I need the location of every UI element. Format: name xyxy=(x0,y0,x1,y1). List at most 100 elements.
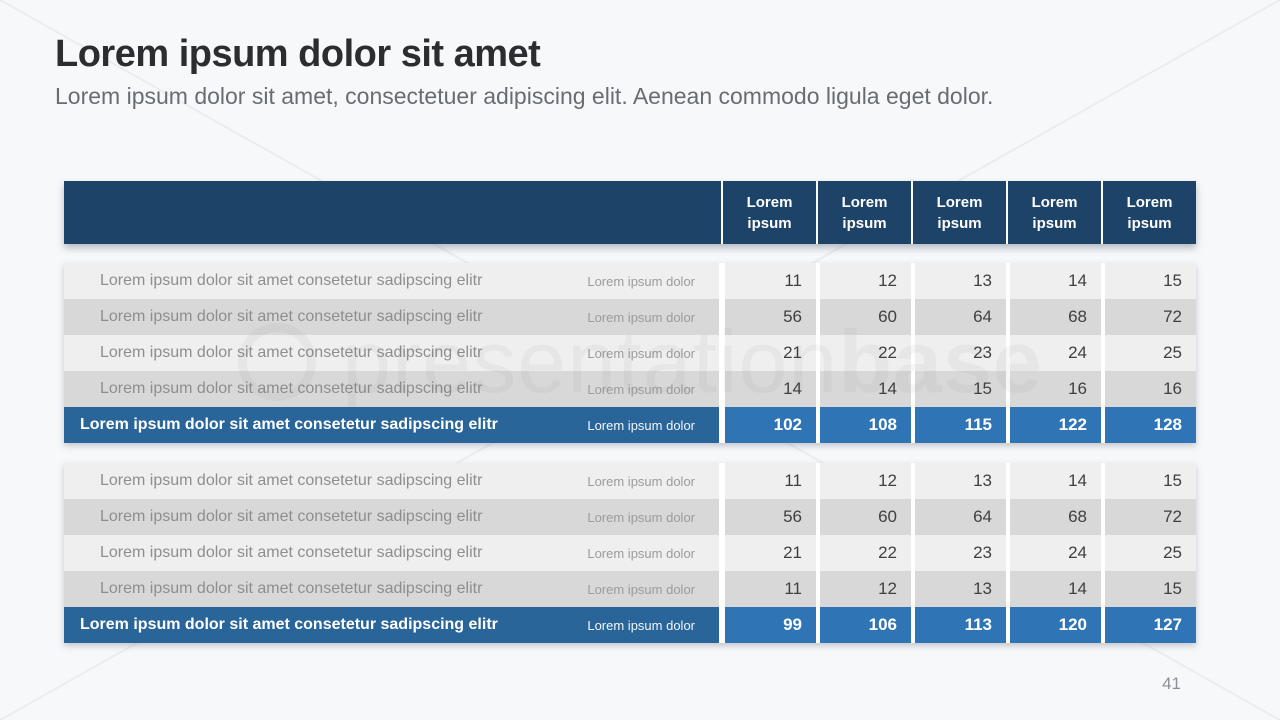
value-cell: 21 xyxy=(725,335,816,371)
value-cell: 23 xyxy=(915,335,1006,371)
value-cell: 106 xyxy=(820,607,911,643)
row-label-section: Lorem ipsum dolor sit amet consetetur sa… xyxy=(64,463,719,499)
row-label: Lorem ipsum dolor sit amet consetetur sa… xyxy=(100,580,483,597)
value-cell: 115 xyxy=(915,407,1006,443)
table-header-spacer xyxy=(64,181,721,244)
row-sublabel: Lorem ipsum dolor xyxy=(587,617,695,633)
row-label: Lorem ipsum dolor sit amet consetetur sa… xyxy=(100,272,483,289)
row-label: Lorem ipsum dolor sit amet consetetur sa… xyxy=(100,308,483,325)
header-cell: Lorem ipsum xyxy=(911,181,1006,244)
row-sublabel: Lorem ipsum dolor xyxy=(587,273,695,289)
value-cell: 14 xyxy=(1010,263,1101,299)
value-cell: 128 xyxy=(1105,407,1196,443)
value-cell: 99 xyxy=(725,607,816,643)
value-cell: 16 xyxy=(1105,371,1196,407)
data-table: Lorem ipsum Lorem ipsum Lorem ipsum Lorem i… xyxy=(64,181,1196,643)
value-cell: 13 xyxy=(915,463,1006,499)
value-cell: 72 xyxy=(1105,299,1196,335)
row-label-section: Lorem ipsum dolor sit amet consetetur sa… xyxy=(64,335,719,371)
value-cell: 24 xyxy=(1010,335,1101,371)
value-cell: 15 xyxy=(1105,463,1196,499)
value-cell: 16 xyxy=(1010,371,1101,407)
header-cell: Lorem ipsum xyxy=(1101,181,1196,244)
value-cell: 102 xyxy=(725,407,816,443)
row-label: Lorem ipsum dolor sit amet consetetur sa… xyxy=(100,508,483,525)
value-cell: 12 xyxy=(820,571,911,607)
value-cell: 23 xyxy=(915,535,1006,571)
value-cell: 14 xyxy=(1010,571,1101,607)
row-label-section: Lorem ipsum dolor sit amet consetetur sa… xyxy=(64,299,719,335)
value-cell: 12 xyxy=(820,263,911,299)
value-cell: 64 xyxy=(915,499,1006,535)
header-cell: Lorem ipsum xyxy=(816,181,911,244)
row-label-section: Lorem ipsum dolor sit amet consetetur sa… xyxy=(64,371,719,407)
table-row: Lorem ipsum dolor sit amet consetetur sa… xyxy=(64,299,1196,335)
row-label-section: Lorem ipsum dolor sit amet consetetur sa… xyxy=(64,263,719,299)
row-sublabel: Lorem ipsum dolor xyxy=(587,545,695,561)
value-cell: 15 xyxy=(1105,263,1196,299)
row-sublabel: Lorem ipsum dolor xyxy=(587,345,695,361)
value-cell: 22 xyxy=(820,535,911,571)
value-cell: 56 xyxy=(725,499,816,535)
value-cell: 25 xyxy=(1105,535,1196,571)
value-cell: 12 xyxy=(820,463,911,499)
value-cell: 13 xyxy=(915,263,1006,299)
value-cell: 13 xyxy=(915,571,1006,607)
value-cell: 11 xyxy=(725,463,816,499)
value-cell: 22 xyxy=(820,335,911,371)
page-subtitle: Lorem ipsum dolor sit amet, consectetuer… xyxy=(55,83,994,109)
value-cell: 24 xyxy=(1010,535,1101,571)
table-row: Lorem ipsum dolor sit amet consetetur sa… xyxy=(64,335,1196,371)
table-header: Lorem ipsum Lorem ipsum Lorem ipsum Lorem i… xyxy=(64,181,1196,244)
row-sublabel: Lorem ipsum dolor xyxy=(587,473,695,489)
row-label: Lorem ipsum dolor sit amet consetetur sa… xyxy=(100,544,483,561)
page-number: 41 xyxy=(1162,674,1181,693)
table-row: Lorem ipsum dolor sit amet consetetur sa… xyxy=(64,463,1196,499)
value-cell: 60 xyxy=(820,299,911,335)
value-cell: 14 xyxy=(1010,463,1101,499)
row-label: Lorem ipsum dolor sit amet consetetur sa… xyxy=(100,344,483,361)
value-cell: 68 xyxy=(1010,499,1101,535)
row-sublabel: Lorem ipsum dolor xyxy=(587,381,695,397)
value-cell: 72 xyxy=(1105,499,1196,535)
value-cell: 21 xyxy=(725,535,816,571)
page-title: Lorem ipsum dolor sit amet xyxy=(55,33,541,75)
value-cell: 11 xyxy=(725,263,816,299)
row-label: Lorem ipsum dolor sit amet consetetur sa… xyxy=(80,416,498,433)
table-row: Lorem ipsum dolor sit amet consetetur sa… xyxy=(64,571,1196,607)
value-cell: 113 xyxy=(915,607,1006,643)
value-cell: 127 xyxy=(1105,607,1196,643)
table-row: Lorem ipsum dolor sit amet consetetur sa… xyxy=(64,263,1196,299)
value-cell: 15 xyxy=(1105,571,1196,607)
table-group: Lorem ipsum dolor sit amet consetetur sa… xyxy=(64,263,1196,443)
row-label: Lorem ipsum dolor sit amet consetetur sa… xyxy=(80,616,498,633)
row-label-section: Lorem ipsum dolor sit amet consetetur sa… xyxy=(64,499,719,535)
table-row: Lorem ipsum dolor sit amet consetetur sa… xyxy=(64,499,1196,535)
row-label-section: Lorem ipsum dolor sit amet consetetur sa… xyxy=(64,607,719,643)
row-label-section: Lorem ipsum dolor sit amet consetetur sa… xyxy=(64,571,719,607)
total-row: Lorem ipsum dolor sit amet consetetur sa… xyxy=(64,407,1196,443)
row-label: Lorem ipsum dolor sit amet consetetur sa… xyxy=(100,472,483,489)
table-group: Lorem ipsum dolor sit amet consetetur sa… xyxy=(64,463,1196,643)
row-sublabel: Lorem ipsum dolor xyxy=(587,417,695,433)
table-row: Lorem ipsum dolor sit amet consetetur sa… xyxy=(64,371,1196,407)
row-sublabel: Lorem ipsum dolor xyxy=(587,309,695,325)
value-cell: 14 xyxy=(725,371,816,407)
value-cell: 120 xyxy=(1010,607,1101,643)
header-cell: Lorem ipsum xyxy=(721,181,816,244)
row-sublabel: Lorem ipsum dolor xyxy=(587,509,695,525)
row-sublabel: Lorem ipsum dolor xyxy=(587,581,695,597)
value-cell: 60 xyxy=(820,499,911,535)
value-cell: 108 xyxy=(820,407,911,443)
row-label-section: Lorem ipsum dolor sit amet consetetur sa… xyxy=(64,535,719,571)
row-label: Lorem ipsum dolor sit amet consetetur sa… xyxy=(100,380,483,397)
value-cell: 25 xyxy=(1105,335,1196,371)
value-cell: 14 xyxy=(820,371,911,407)
header-cell: Lorem ipsum xyxy=(1006,181,1101,244)
value-cell: 11 xyxy=(725,571,816,607)
total-row: Lorem ipsum dolor sit amet consetetur sa… xyxy=(64,607,1196,643)
value-cell: 68 xyxy=(1010,299,1101,335)
value-cell: 122 xyxy=(1010,407,1101,443)
table-row: Lorem ipsum dolor sit amet consetetur sa… xyxy=(64,535,1196,571)
